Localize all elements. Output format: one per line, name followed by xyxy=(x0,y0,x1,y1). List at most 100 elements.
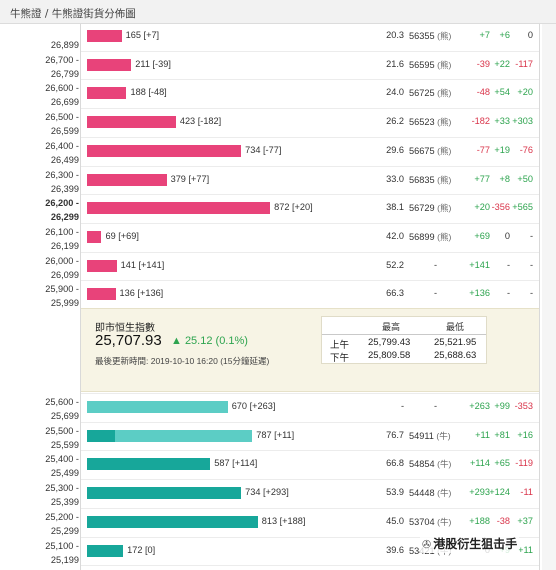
hsi-index-panel: 即市恒生指數 25,707.93 ▲ 25.12 (0.1%) 最後更新時間: … xyxy=(81,308,539,392)
bear-bar[interactable] xyxy=(87,173,167,186)
change-c2: +22 xyxy=(494,58,510,69)
code-cell[interactable]: 56899 (熊) xyxy=(409,231,452,242)
bar-label: 670 [+263] xyxy=(231,401,276,411)
type-tag: (熊) xyxy=(437,117,452,128)
index-value: 25,707.93 xyxy=(95,332,162,349)
am-high: 25,799.43 xyxy=(368,337,411,348)
bear-row[interactable]: 26,300 - 26,399 379 [+77] 33.0 56835 (熊) +77 +… xyxy=(0,165,556,195)
code-cell[interactable]: 56725 (熊) xyxy=(409,88,452,99)
change-c3: - xyxy=(529,259,533,270)
change-c1: -182 xyxy=(471,116,490,127)
bull-row[interactable]: 25,400 - 25,499 587 [+114] 66.8 54854 (牛) +11… xyxy=(0,450,556,479)
bear-bar[interactable] xyxy=(87,230,102,243)
range-high: 26,199 xyxy=(50,240,79,251)
range-high: 25,399 xyxy=(50,497,79,508)
bull-row[interactable]: 25,000 -25,099842 [+52]34.453889 (牛)+52+… xyxy=(0,565,556,570)
price-cell: 53.9 xyxy=(386,487,404,498)
bull-row[interactable]: 25,500 - 25,599 787 [+11] 76.7 54911 (牛) +11 +… xyxy=(0,421,556,451)
change-c2: +6 xyxy=(499,30,510,40)
code-cell[interactable]: 53704 (牛) xyxy=(409,516,452,527)
change-c2: - xyxy=(506,259,510,270)
bear-row[interactable]: 26,700 - 26,799 211 [-39] 21.6 56595 (熊) -39 +… xyxy=(0,50,556,80)
bull-row[interactable]: 25,200 - 25,299 813 [+188] 45.0 53704 (牛) +18… xyxy=(0,507,556,537)
bar-segment xyxy=(87,487,242,500)
price-cell: 52.2 xyxy=(386,259,404,270)
change-c1: +263 xyxy=(469,401,490,411)
type-tag: (牛) xyxy=(437,459,452,470)
index-change: ▲ 25.12 (0.1%) xyxy=(171,335,248,347)
change-c3: -353 xyxy=(514,401,533,411)
change-c3: +16 xyxy=(517,429,533,440)
scrollbar[interactable] xyxy=(542,24,556,570)
bull-bar[interactable] xyxy=(87,401,228,413)
price-cell: 24.0 xyxy=(386,87,404,98)
price-cell: 45.0 xyxy=(386,515,404,526)
row-divider xyxy=(81,194,539,196)
breadcrumb: 牛熊證 / 牛熊證街貨分佈圖 xyxy=(10,8,136,20)
bear-bar[interactable] xyxy=(87,30,122,42)
code-cell[interactable]: 56675 (熊) xyxy=(409,145,452,156)
range-high: 26,099 xyxy=(50,269,79,280)
code-cell[interactable]: 54448 (牛) xyxy=(409,488,452,499)
bull-bar[interactable] xyxy=(87,544,124,557)
bar-label: 423 [-182] xyxy=(179,116,222,127)
bar-label: 379 [+77] xyxy=(170,173,210,184)
range-high: 25,599 xyxy=(50,439,79,450)
bear-row[interactable]: 26,200 - 26,299 872 [+20] 38.1 56729 (熊) +20-… xyxy=(0,194,556,223)
bull-bar[interactable] xyxy=(87,458,211,471)
type-tag: (熊) xyxy=(437,31,452,41)
bar-label: 69 [+69] xyxy=(105,230,139,241)
bear-row[interactable]: 26,400 - 26,499 734 [-77] 29.6 56675 (熊) -77 +… xyxy=(0,136,556,166)
bear-bar[interactable] xyxy=(87,144,242,157)
code-cell[interactable]: 54911 (牛) xyxy=(409,430,451,441)
index-label: 即市恒生指數 xyxy=(95,323,155,334)
bear-bar[interactable] xyxy=(87,58,132,71)
change-c3: - xyxy=(529,230,533,241)
bear-bar[interactable] xyxy=(87,116,176,129)
bear-bar[interactable] xyxy=(87,288,116,301)
bear-row[interactable]: 26,899 165 [+7] 20.3 56355 (熊) +7 +6 0 xyxy=(0,24,556,51)
price-cell: 76.7 xyxy=(386,429,404,440)
change-c2: +124 xyxy=(489,487,510,498)
change-c3: +50 xyxy=(517,173,533,184)
bar-segment xyxy=(87,515,258,528)
change-c3: +11 xyxy=(518,544,533,555)
bear-row[interactable]: 26,000 - 26,099 141 [+141] 52.2 - +141 - - xyxy=(0,251,556,281)
bear-row[interactable]: 25,900 - 25,999 136 [+136] 66.3 - +136 - - xyxy=(0,280,556,309)
bear-bar[interactable] xyxy=(87,202,271,215)
row-divider xyxy=(81,108,539,110)
change-c1: +77 xyxy=(474,173,490,184)
code-cell[interactable]: 56355 (熊) xyxy=(409,31,452,41)
row-divider xyxy=(81,50,539,52)
low-header: 最低 xyxy=(446,322,465,332)
range-high: 26,899 xyxy=(50,40,79,50)
bull-row[interactable]: 25,600 - 25,699 670 [+263] - - +263 +99 -353 xyxy=(0,393,556,422)
change-c3: +20 xyxy=(517,87,533,98)
bear-row[interactable]: 26,100 - 26,199 69 [+69] 42.0 56899 (熊) +69 0 - xyxy=(0,222,556,252)
bear-bar[interactable] xyxy=(87,259,117,272)
code-cell[interactable]: 54854 (牛) xyxy=(409,459,452,470)
price-cell: 38.1 xyxy=(386,202,404,213)
range-low: 26,100 - xyxy=(45,226,79,237)
bull-bar[interactable] xyxy=(87,429,253,442)
row-divider xyxy=(81,565,539,567)
change-c3: -117 xyxy=(515,58,533,69)
bull-row[interactable]: 25,300 - 25,399 734 [+293] 53.9 54448 (牛) +29… xyxy=(0,479,556,508)
bear-bar[interactable] xyxy=(87,87,127,100)
bear-row[interactable]: 26,600 - 26,699 188 [-48] 24.0 56725 (熊) -48 +… xyxy=(0,79,556,108)
bear-row[interactable]: 26,500 - 26,599 423 [-182] 26.2 56523 (熊) -18… xyxy=(0,108,556,137)
code-cell[interactable]: 56595 (熊) xyxy=(409,59,452,70)
code-cell[interactable]: 56835 (熊) xyxy=(409,174,452,185)
bull-bar[interactable] xyxy=(87,487,242,500)
price-cell: - xyxy=(400,401,404,411)
price-cell: 42.0 xyxy=(386,230,404,241)
bull-bar[interactable] xyxy=(87,515,258,528)
bar-label: 872 [+20] xyxy=(274,202,313,213)
change-c1: +11 xyxy=(475,429,490,440)
code-cell[interactable]: 56729 (熊) xyxy=(409,203,452,214)
code-cell[interactable]: 56523 (熊) xyxy=(409,117,452,128)
high-header: 最高 xyxy=(382,322,401,332)
range-high: 26,299 xyxy=(50,212,79,223)
change-c1: -48 xyxy=(476,87,490,98)
